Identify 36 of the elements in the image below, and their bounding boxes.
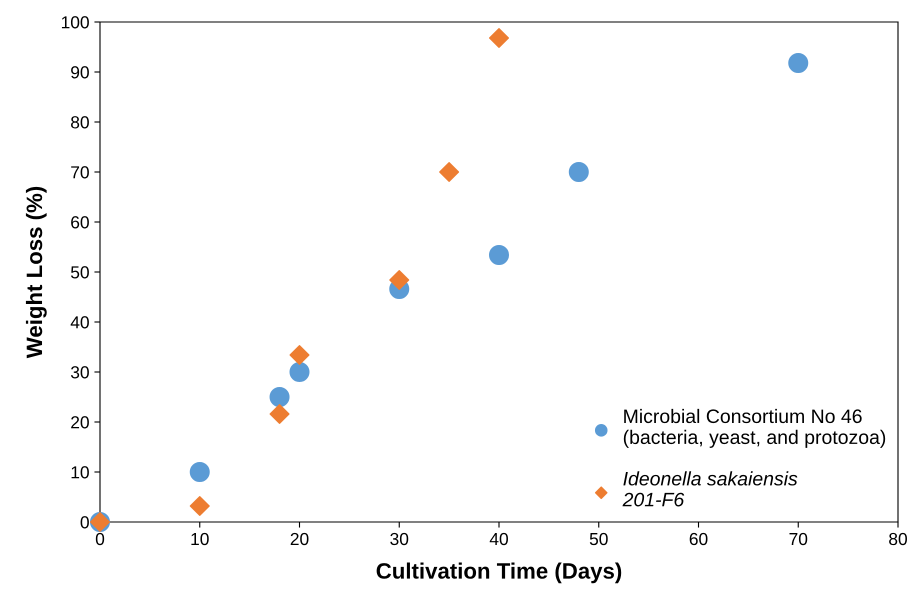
- x-axis-title: Cultivation Time (Days): [376, 562, 622, 584]
- y-tick-label: 90: [71, 66, 89, 78]
- point: [568, 162, 589, 182]
- y-tick-label: 80: [71, 116, 89, 128]
- x-tick-label: 20: [290, 532, 308, 546]
- y-tick-label: 20: [71, 416, 89, 428]
- point: [488, 28, 510, 48]
- y-tick-label: 70: [71, 166, 89, 178]
- y-tick-label: 0: [80, 516, 89, 528]
- legend-label: Microbial Consortium No 46 (bacteria, yeast, and protozoa): [624, 408, 886, 448]
- point: [439, 162, 460, 182]
- x-tick-label: 40: [490, 532, 508, 546]
- x-tick-label: 30: [390, 532, 408, 546]
- point: [289, 362, 310, 382]
- y-tick-label: 40: [70, 316, 89, 328]
- y-tick-label: 60: [71, 216, 89, 228]
- point: [270, 386, 290, 408]
- x-tick-label: 0: [96, 532, 104, 546]
- point: [190, 496, 210, 516]
- point: [289, 344, 310, 366]
- point: [389, 270, 410, 290]
- y-axis-title: Weight Loss (%): [26, 186, 47, 358]
- x-tick-label: 50: [590, 532, 608, 546]
- point: [788, 52, 808, 74]
- point: [488, 244, 510, 266]
- y-tick-label: 10: [72, 466, 89, 478]
- y-tick-label: 50: [70, 266, 89, 278]
- point: [270, 404, 290, 424]
- x-tick-label: 70: [789, 532, 808, 546]
- y-tick-label: 100: [62, 16, 89, 28]
- legend-label: Ideonella sakaiensis 201-F6: [622, 471, 798, 506]
- y-tick-label: 30: [70, 366, 89, 378]
- x-tick-label: 60: [690, 532, 708, 546]
- x-tick-label: 10: [191, 532, 209, 546]
- point: [190, 462, 210, 482]
- x-tick-label: 80: [889, 532, 907, 546]
